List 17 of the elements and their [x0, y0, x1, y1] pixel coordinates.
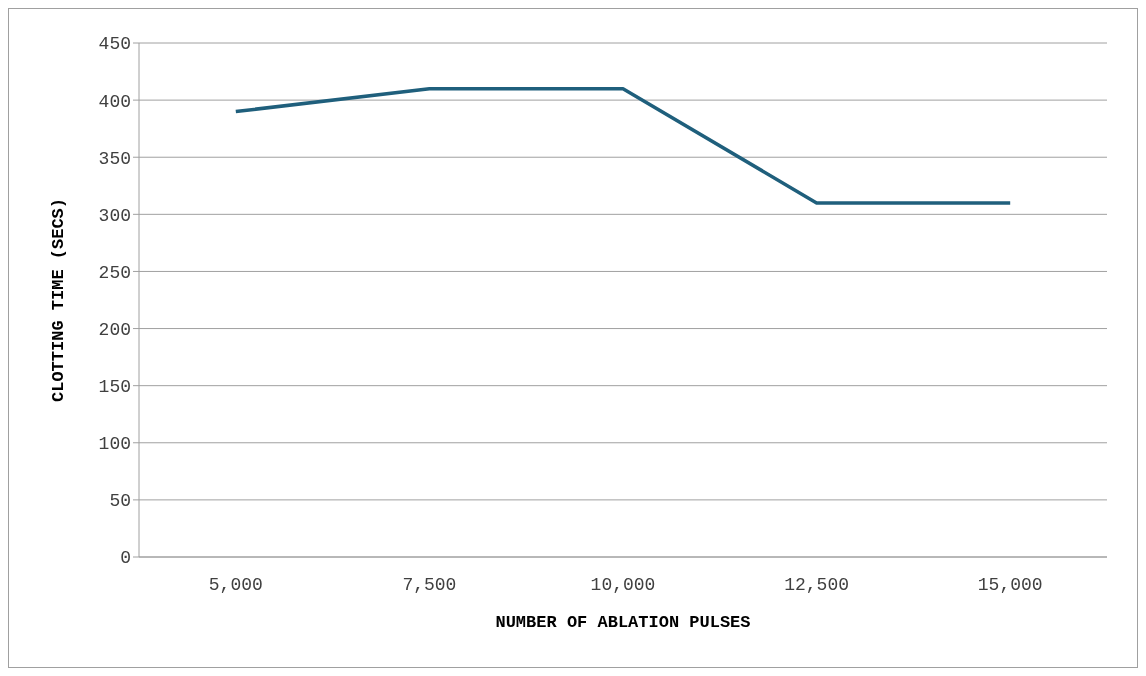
- y-tick-label: 250: [98, 262, 131, 283]
- x-tick-label: 15,000: [977, 574, 1043, 595]
- y-tick-label: 200: [98, 319, 131, 340]
- x-tick-label: 5,000: [208, 574, 263, 595]
- x-axis-title: NUMBER OF ABLATION PULSES: [495, 613, 751, 632]
- y-tick-label: 300: [98, 205, 131, 226]
- y-tick-label: 350: [98, 148, 131, 169]
- x-tick-label: 12,500: [784, 574, 850, 595]
- y-tick-label: 450: [98, 34, 131, 55]
- y-tick-label: 400: [98, 91, 131, 112]
- x-tick-label: 10,000: [590, 574, 656, 595]
- y-tick-label: 0: [120, 548, 131, 569]
- x-tick-label: 7,500: [402, 574, 457, 595]
- y-axis-title: CLOTTING TIME (SECS): [49, 197, 69, 403]
- y-tick-label: 100: [98, 434, 131, 455]
- y-tick-label: 150: [98, 377, 131, 398]
- y-tick-label: 50: [109, 491, 131, 512]
